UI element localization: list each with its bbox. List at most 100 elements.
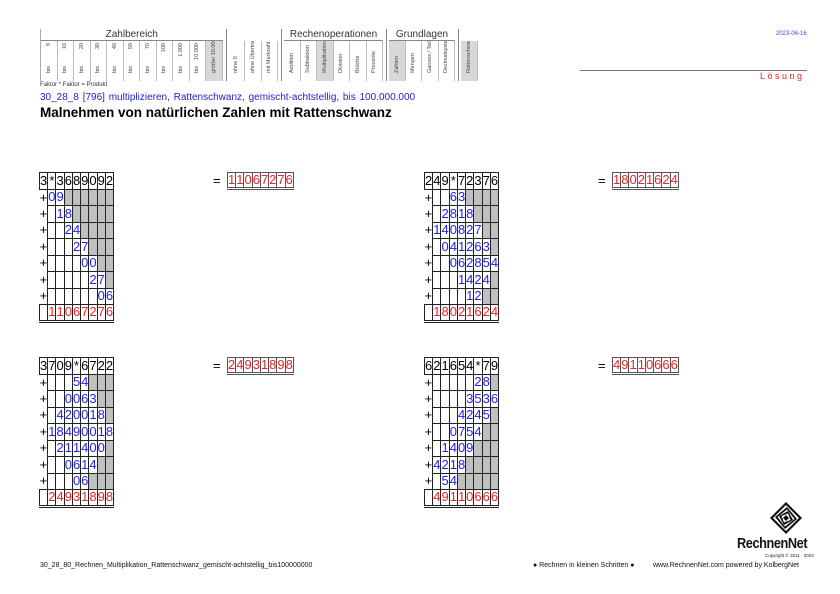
partial-digit bbox=[47, 472, 57, 490]
partial-digit bbox=[448, 287, 458, 305]
shaded-cell bbox=[80, 205, 90, 223]
partial-digit bbox=[88, 287, 98, 305]
category-column-top: 9 bbox=[45, 43, 52, 47]
partial-digit: 0 bbox=[456, 439, 467, 457]
partial-digit bbox=[432, 406, 442, 424]
shaded-cell bbox=[88, 221, 98, 239]
category-column-label: Zahlen bbox=[393, 56, 400, 73]
partial-digit bbox=[432, 271, 442, 289]
partial-digit: 8 bbox=[456, 221, 467, 239]
sum-digit: 9 bbox=[440, 489, 450, 508]
result-digit: 1 bbox=[259, 357, 270, 375]
partial-digit bbox=[448, 406, 458, 424]
partial-product-row: +0 4 1 2 6 3 bbox=[424, 238, 500, 256]
multiply-sign: * bbox=[473, 357, 483, 375]
partial-digit bbox=[80, 271, 90, 289]
partial-digit: 6 bbox=[448, 188, 458, 206]
shaded-cell bbox=[80, 221, 90, 239]
shaded-cell bbox=[96, 390, 106, 408]
task-digit: 2 bbox=[423, 172, 434, 190]
result-digit: 8 bbox=[268, 357, 278, 375]
partial-digit bbox=[432, 439, 442, 457]
task-digit: 9 bbox=[489, 357, 500, 375]
partial-digit: 2 bbox=[88, 271, 98, 289]
footer-website[interactable]: www.RechnenNet.com powered by KolbergNet bbox=[653, 562, 799, 569]
category-column: 40 bis bbox=[107, 41, 124, 81]
partial-product-row: +6 3 bbox=[424, 188, 500, 206]
date: 2023-06-16 bbox=[776, 31, 807, 37]
shaded-cell bbox=[481, 188, 491, 206]
partial-digit: 5 bbox=[481, 406, 491, 424]
category-column: 30 bis bbox=[91, 41, 107, 81]
task-digit: 6 bbox=[63, 172, 73, 190]
result-digit: 6 bbox=[284, 172, 294, 190]
category-column-top: 70 bbox=[144, 43, 151, 50]
partial-digit bbox=[456, 287, 467, 305]
worksheet-title: Malnehmen von natürlichen Zahlen mit Rat… bbox=[40, 105, 392, 120]
partial-digit: 0 bbox=[448, 221, 458, 239]
equals-sign: = bbox=[598, 358, 606, 373]
shaded-cell bbox=[465, 456, 475, 474]
shaded-cell bbox=[104, 373, 115, 391]
task-digit: 9 bbox=[96, 172, 106, 190]
partial-digit: 8 bbox=[96, 406, 106, 424]
shaded-cell bbox=[88, 373, 98, 391]
category-column: mit Merkzahl bbox=[262, 41, 278, 81]
partial-digit: 0 bbox=[96, 439, 106, 457]
partial-digit: 9 bbox=[465, 439, 475, 457]
task-digit: 7 bbox=[47, 357, 57, 375]
plus-sign: + bbox=[424, 238, 434, 255]
plus-sign: + bbox=[39, 473, 49, 490]
partial-digit: 3 bbox=[456, 188, 467, 206]
category-column: Mengen bbox=[406, 41, 422, 81]
task-digit: 9 bbox=[440, 172, 450, 190]
partial-digit: 1 bbox=[47, 423, 57, 441]
category-column-label: ohne Übertrag bbox=[249, 41, 256, 73]
result-digit: 8 bbox=[620, 172, 630, 190]
sum-digit: 8 bbox=[440, 304, 450, 323]
plus-sign: + bbox=[424, 407, 434, 424]
solution-label: Lösung bbox=[760, 71, 805, 81]
partial-digit bbox=[440, 271, 450, 289]
sum-digit: 0 bbox=[63, 304, 73, 323]
sum-digit: 4 bbox=[55, 489, 65, 508]
sum-digit: 2 bbox=[456, 304, 467, 323]
copyright: Copyright © 2011 - 2023 bbox=[765, 553, 814, 558]
result-digit: 4 bbox=[235, 357, 245, 375]
category-group-2: Rechenoperationen Addition Subtraktion Mult… bbox=[284, 29, 383, 81]
partial-digit bbox=[47, 373, 57, 391]
category-table: Zahlbereich 9 bis 10 bis 20 bis 30 bis 40 bis 50 bis… bbox=[40, 29, 478, 81]
partial-digit: 1 bbox=[465, 287, 475, 305]
category-column-top: 20 bbox=[78, 43, 85, 50]
category-column: ohne 0 bbox=[229, 41, 245, 81]
category-separator bbox=[281, 29, 282, 81]
task-row: 6 2 1 6 5 4 * 7 9 bbox=[423, 357, 500, 375]
category-column-label: bis bbox=[95, 65, 102, 73]
task-digit: 3 bbox=[38, 357, 49, 375]
partial-digit bbox=[465, 373, 475, 391]
partial-digit: 2 bbox=[473, 373, 483, 391]
shaded-cell bbox=[96, 472, 106, 490]
plus-sign: + bbox=[424, 440, 434, 457]
shaded-cell bbox=[489, 238, 500, 256]
category-column-label: bis bbox=[111, 65, 118, 73]
partial-digit: 8 bbox=[55, 423, 65, 441]
sum-digit: 6 bbox=[481, 489, 491, 508]
partial-digit: 4 bbox=[80, 439, 90, 457]
category-group-1: ohne 0 ohne Übertrag mit Merkzahl bbox=[229, 29, 278, 81]
plus-sign: + bbox=[424, 189, 434, 206]
shaded-cell bbox=[104, 439, 115, 457]
result-digit: 4 bbox=[669, 172, 679, 190]
plus-sign: + bbox=[39, 440, 49, 457]
result-digit: 6 bbox=[653, 357, 663, 375]
formula-hint: Faktor * Faktor = Produkt bbox=[40, 82, 108, 88]
result-digit: 1 bbox=[628, 357, 638, 375]
partial-digit: 1 bbox=[55, 205, 65, 223]
partial-digit bbox=[440, 373, 450, 391]
plus-sign: + bbox=[39, 288, 49, 305]
shaded-cell bbox=[473, 188, 483, 206]
partial-digit bbox=[432, 423, 442, 441]
partial-digit bbox=[432, 390, 442, 408]
